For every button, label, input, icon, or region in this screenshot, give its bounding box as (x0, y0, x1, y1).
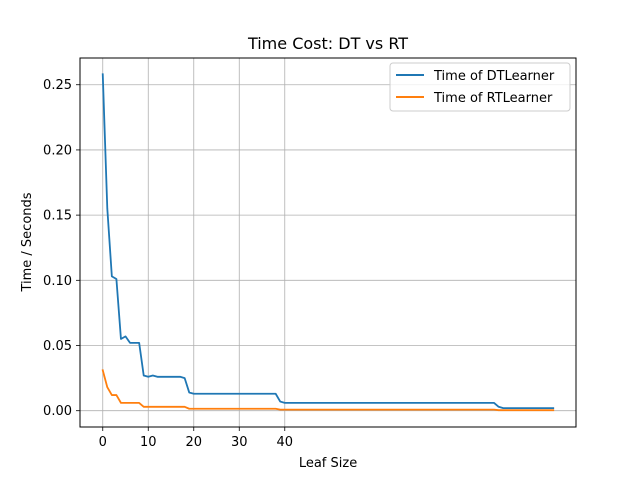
x-tick-label: 30 (231, 435, 248, 450)
series-lines (101, 73, 555, 412)
chart-title: Time Cost: DT vs RT (247, 34, 408, 53)
plot-frame (79, 57, 577, 428)
legend-label-dtlearner: Time of DTLearner (433, 69, 555, 84)
x-axis-ticks: 0 10 20 30 40 (99, 427, 293, 450)
y-axis-label: Time / Seconds (20, 192, 35, 292)
x-tick-label: 20 (185, 435, 202, 450)
y-tick-label: 0.15 (43, 209, 72, 224)
series-line-dtlearner (101, 73, 555, 409)
y-tick-label: 0.25 (43, 78, 72, 93)
y-tick-label: 0.05 (43, 339, 72, 354)
x-tick-label: 10 (140, 435, 157, 450)
legend-label-rtlearner: Time of RTLearner (433, 91, 553, 106)
y-tick-label: 0.10 (43, 274, 72, 289)
y-axis-ticks: 0.00 0.05 0.10 0.15 0.20 0.25 (43, 78, 80, 419)
x-tick-label: 0 (99, 435, 107, 450)
legend: Time of DTLearner Time of RTLearner (389, 62, 571, 112)
x-axis-label: Leaf Size (299, 456, 357, 471)
y-tick-label: 0.00 (43, 404, 72, 419)
legend-box (389, 62, 571, 112)
y-tick-label: 0.20 (43, 143, 72, 158)
x-tick-label: 40 (276, 435, 293, 450)
series-line-rtlearner (101, 369, 555, 412)
